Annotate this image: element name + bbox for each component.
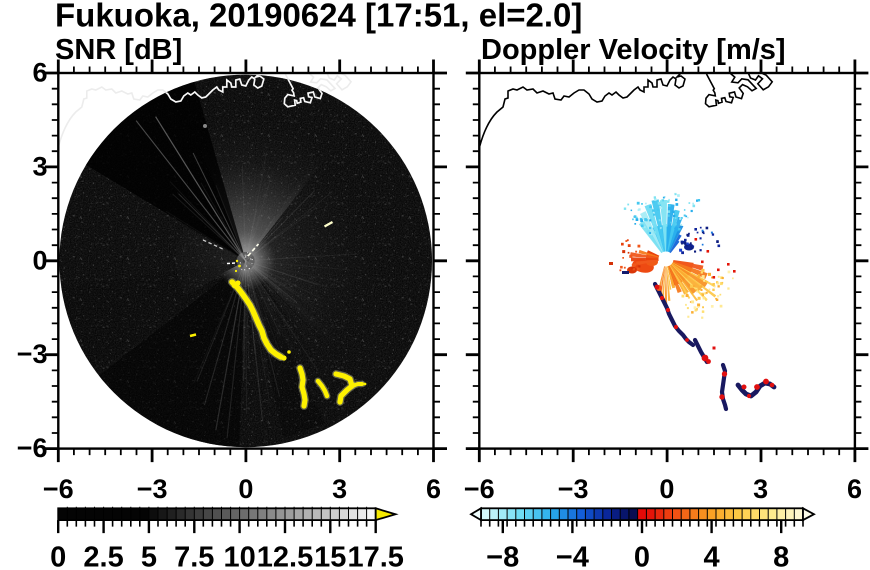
svg-text:−6: −6 <box>17 433 48 463</box>
svg-text:17.5: 17.5 <box>347 542 403 570</box>
svg-text:0: 0 <box>659 474 674 504</box>
svg-text:SNR [dB]: SNR [dB] <box>55 34 182 66</box>
svg-text:7.5: 7.5 <box>174 542 214 570</box>
svg-text:−8: −8 <box>486 542 519 570</box>
svg-text:Fukuoka, 20190624 [17:51, el=2: Fukuoka, 20190624 [17:51, el=2.0] <box>55 0 582 33</box>
svg-text:0: 0 <box>238 474 253 504</box>
svg-text:−6: −6 <box>43 474 74 504</box>
svg-text:15: 15 <box>314 542 346 570</box>
svg-text:6: 6 <box>847 474 862 504</box>
svg-text:0: 0 <box>50 542 66 570</box>
svg-text:0: 0 <box>32 245 47 275</box>
svg-text:3: 3 <box>753 474 768 504</box>
svg-text:−3: −3 <box>558 474 589 504</box>
svg-text:12.5: 12.5 <box>257 542 313 570</box>
svg-text:2.5: 2.5 <box>83 542 123 570</box>
svg-text:6: 6 <box>426 474 441 504</box>
svg-text:−4: −4 <box>556 542 589 570</box>
svg-text:−3: −3 <box>17 339 48 369</box>
svg-text:6: 6 <box>32 58 47 88</box>
svg-text:8: 8 <box>773 542 789 570</box>
svg-text:5: 5 <box>141 542 157 570</box>
svg-text:−3: −3 <box>137 474 168 504</box>
svg-text:−6: −6 <box>464 474 495 504</box>
svg-text:4: 4 <box>704 542 720 570</box>
svg-text:3: 3 <box>332 474 347 504</box>
svg-text:Doppler Velocity [m/s]: Doppler Velocity [m/s] <box>481 34 786 66</box>
svg-text:3: 3 <box>32 151 47 181</box>
svg-text:0: 0 <box>634 542 650 570</box>
svg-text:10: 10 <box>223 542 255 570</box>
